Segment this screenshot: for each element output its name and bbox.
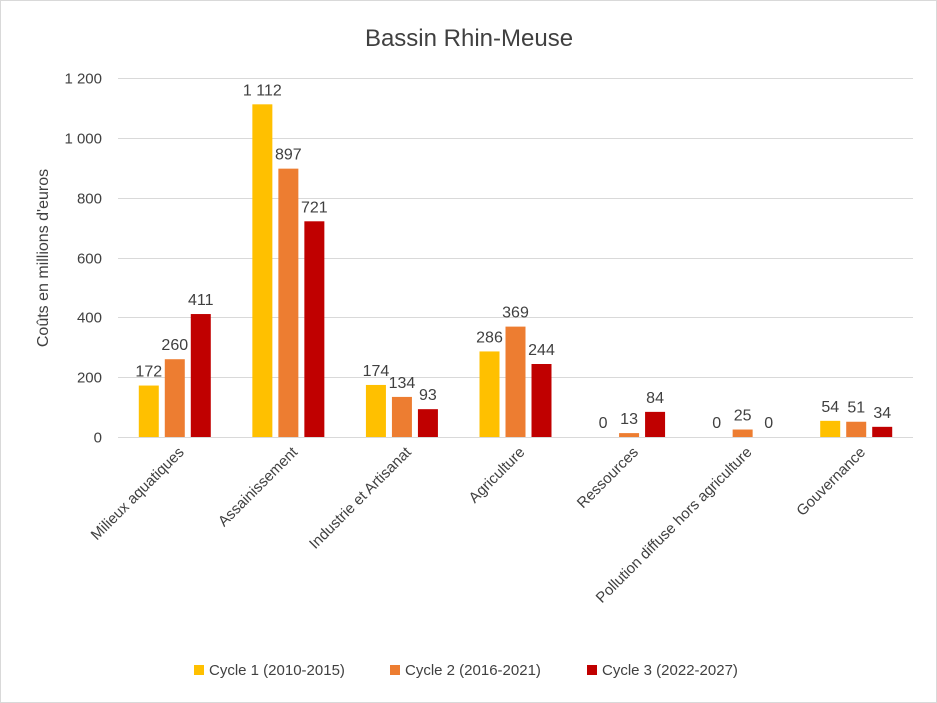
category-label: Milieux aquatiques <box>88 444 188 544</box>
y-tick-label: 1 000 <box>64 131 102 148</box>
legend-label: Cycle 1 (2010-2015) <box>209 662 345 679</box>
data-label: 51 <box>847 400 865 417</box>
bar <box>872 426 893 437</box>
y-tick-label: 400 <box>77 310 102 327</box>
legend-swatch <box>194 665 204 675</box>
data-label: 13 <box>620 411 638 428</box>
y-tick-label: 0 <box>94 430 102 447</box>
data-label: 286 <box>476 329 503 346</box>
data-label: 134 <box>389 375 416 392</box>
category-label: Ressources <box>574 444 642 512</box>
data-label: 0 <box>764 415 773 432</box>
data-label: 174 <box>363 363 390 380</box>
bar <box>252 104 273 438</box>
data-label: 93 <box>419 387 437 404</box>
bar <box>846 421 867 437</box>
data-label: 260 <box>161 337 188 354</box>
y-tick-label: 800 <box>77 191 102 208</box>
bar <box>619 433 640 437</box>
legend: Cycle 1 (2010-2015) Cycle 2 (2016-2021) Cy… <box>194 662 738 679</box>
y-axis-label: Coûts en millions d'euros <box>35 169 52 347</box>
data-label: 1 112 <box>243 82 282 99</box>
bar <box>820 420 841 437</box>
bar <box>278 168 299 437</box>
legend-label: Cycle 3 (2022-2027) <box>602 662 738 679</box>
bar <box>732 429 753 437</box>
data-label: 0 <box>712 415 721 432</box>
data-label: 897 <box>275 147 302 164</box>
bar <box>531 364 552 437</box>
data-label: 54 <box>821 399 839 416</box>
data-label: 172 <box>135 364 162 381</box>
category-label: Industrie et Artisanat <box>306 443 415 552</box>
legend-swatch <box>587 665 597 675</box>
x-axis-categories: Milieux aquatiques Assainissement Industri… <box>88 443 869 606</box>
data-label: 25 <box>734 408 752 425</box>
y-tick-label: 600 <box>77 251 102 268</box>
bar <box>164 359 185 437</box>
bar <box>190 314 211 437</box>
category-label: Agriculture <box>466 444 529 507</box>
bar <box>505 326 526 437</box>
bar <box>479 351 500 437</box>
data-label: 84 <box>646 390 664 407</box>
bar <box>645 411 666 437</box>
data-label: 34 <box>873 405 891 422</box>
bar <box>304 221 325 437</box>
y-axis-ticks: 0 200 400 600 800 1 000 1 200 <box>64 71 102 447</box>
category-label: Gouvernance <box>793 444 869 520</box>
legend-swatch <box>390 665 400 675</box>
data-label: 411 <box>188 292 214 309</box>
chart-title: Bassin Rhin-Meuse <box>365 25 573 52</box>
bar <box>138 385 159 437</box>
gridlines <box>118 78 913 438</box>
data-label: 0 <box>599 415 608 432</box>
data-label: 721 <box>301 199 328 216</box>
y-tick-label: 1 200 <box>64 71 102 88</box>
bars <box>138 104 893 438</box>
bar <box>391 396 412 437</box>
data-label: 369 <box>502 305 529 322</box>
category-label: Assainissement <box>215 443 302 530</box>
bar <box>417 409 438 437</box>
data-label: 244 <box>528 342 555 359</box>
legend-label: Cycle 2 (2016-2021) <box>405 662 541 679</box>
bar <box>365 384 386 437</box>
y-tick-label: 200 <box>77 370 102 387</box>
